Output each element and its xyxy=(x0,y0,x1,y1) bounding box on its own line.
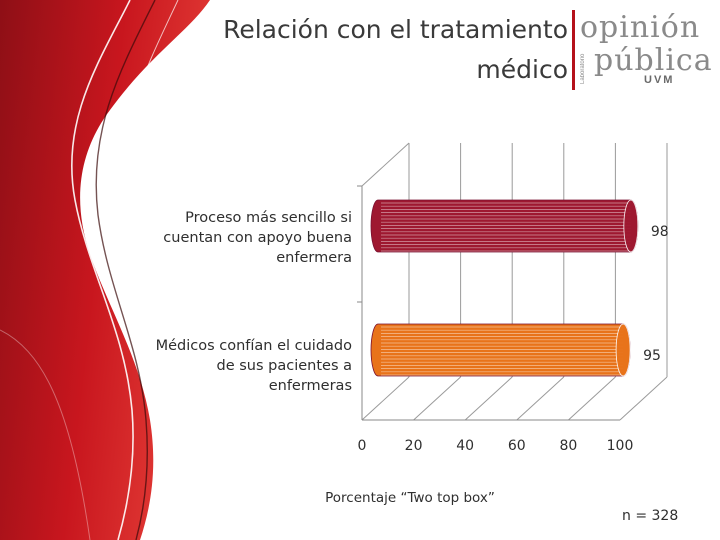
x-tick-label: 20 xyxy=(404,438,423,454)
opinion-publica-logo: opinión pública UVM Laboratorio xyxy=(580,10,713,90)
logo-word-opinion: opinión xyxy=(580,10,701,45)
slide-title-line-2: médico xyxy=(476,55,568,84)
floor-gridline xyxy=(413,376,461,421)
x-tick-label: 40 xyxy=(456,438,475,454)
x-axis-title: Porcentaje “Two top box” xyxy=(325,490,495,506)
x-tick-label: 60 xyxy=(507,438,526,454)
category-label-2-line-3: enfermeras xyxy=(268,378,352,394)
category-label-2-line-2: de sus pacientes a xyxy=(216,358,353,374)
category-label-1-line-1: Proceso más sencillo si xyxy=(185,210,352,226)
floor-gridline xyxy=(619,376,668,421)
data-label-1: 98 xyxy=(650,224,669,240)
data-label-2: 95 xyxy=(643,348,661,364)
category-label-1: Proceso más sencillo si cuentan con apoy… xyxy=(122,208,352,268)
floor-gridline xyxy=(568,376,616,421)
floor-gridline xyxy=(516,376,565,421)
x-tick-label: 0 xyxy=(357,438,367,454)
x-tick-label: 80 xyxy=(559,438,578,454)
category-label-1-line-2: cuentan con apoyo buena xyxy=(163,230,352,246)
sample-size-note: n = 328 xyxy=(622,508,679,524)
category-label-2: Médicos confían el cuidado de sus pacien… xyxy=(122,336,352,396)
side-wall-top-edge xyxy=(361,142,410,187)
slide-title-line-1: Relación con el tratamiento xyxy=(223,15,568,44)
bar-2 xyxy=(370,323,631,377)
floor-gridline xyxy=(464,376,513,421)
logo-word-uvm: UVM xyxy=(644,74,675,86)
floor-gridline xyxy=(361,376,410,421)
logo-word-publica: pública xyxy=(594,43,713,78)
bar-1-cap xyxy=(623,199,639,253)
x-tick-label: 100 xyxy=(606,438,634,454)
category-label-2-line-1: Médicos confían el cuidado xyxy=(155,338,352,354)
title-divider xyxy=(572,10,575,90)
category-label-1-line-3: enfermera xyxy=(276,250,352,266)
bar-2-cap xyxy=(615,323,631,377)
bar-1 xyxy=(370,199,639,253)
